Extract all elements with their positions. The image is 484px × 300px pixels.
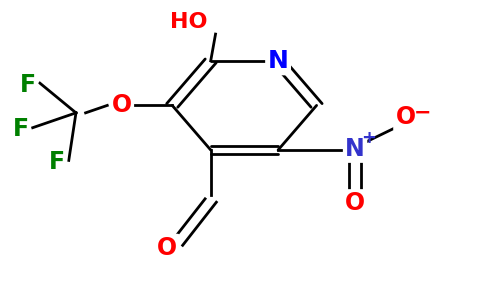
- Text: F: F: [13, 117, 29, 141]
- Text: O: O: [112, 93, 132, 117]
- Text: F: F: [20, 73, 36, 97]
- Text: N: N: [345, 136, 365, 160]
- Text: F: F: [49, 150, 65, 174]
- Text: N: N: [268, 49, 288, 73]
- Text: HO: HO: [170, 12, 208, 32]
- Text: O: O: [345, 191, 365, 215]
- Text: +: +: [361, 129, 376, 147]
- Text: O: O: [157, 236, 178, 260]
- Text: −: −: [414, 103, 431, 123]
- Text: O: O: [395, 105, 416, 129]
